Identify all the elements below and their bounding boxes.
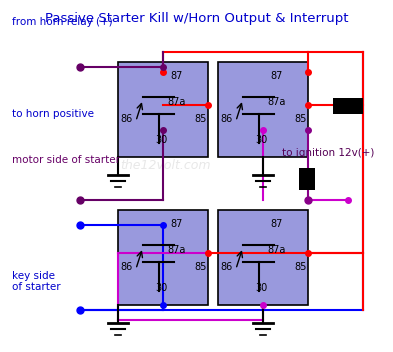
- Bar: [118, 210, 208, 305]
- Text: 30: 30: [156, 283, 168, 293]
- Text: 87: 87: [270, 219, 283, 229]
- Text: Passive Starter Kill w/Horn Output & Interrupt: Passive Starter Kill w/Horn Output & Int…: [45, 12, 348, 25]
- Text: to ignition 12v(+): to ignition 12v(+): [282, 148, 375, 158]
- Text: key side
of starter: key side of starter: [12, 271, 61, 293]
- Text: 87: 87: [270, 71, 283, 81]
- Text: 86: 86: [221, 262, 233, 272]
- Text: to horn positive: to horn positive: [12, 109, 94, 119]
- Bar: [118, 62, 208, 157]
- Text: 86: 86: [221, 114, 233, 124]
- Text: 30: 30: [256, 135, 268, 145]
- Text: 87: 87: [170, 71, 183, 81]
- Bar: [299, 168, 315, 190]
- Text: 85: 85: [195, 114, 207, 124]
- Text: 87a: 87a: [167, 245, 186, 255]
- Text: 87a: 87a: [268, 245, 286, 255]
- Text: 87: 87: [170, 219, 183, 229]
- Text: motor side of starter: motor side of starter: [12, 155, 120, 165]
- Text: 85: 85: [294, 262, 307, 272]
- Text: 86: 86: [121, 114, 133, 124]
- Text: from horn relay (+): from horn relay (+): [12, 17, 112, 27]
- Bar: [333, 98, 363, 114]
- Bar: [218, 210, 308, 305]
- Text: the12volt.com: the12volt.com: [120, 159, 210, 172]
- Text: 87a: 87a: [268, 97, 286, 107]
- Text: 30: 30: [156, 135, 168, 145]
- Text: 86: 86: [121, 262, 133, 272]
- Bar: [218, 62, 308, 157]
- Text: 30: 30: [256, 283, 268, 293]
- Text: 85: 85: [195, 262, 207, 272]
- Text: 87a: 87a: [167, 97, 186, 107]
- Text: 85: 85: [294, 114, 307, 124]
